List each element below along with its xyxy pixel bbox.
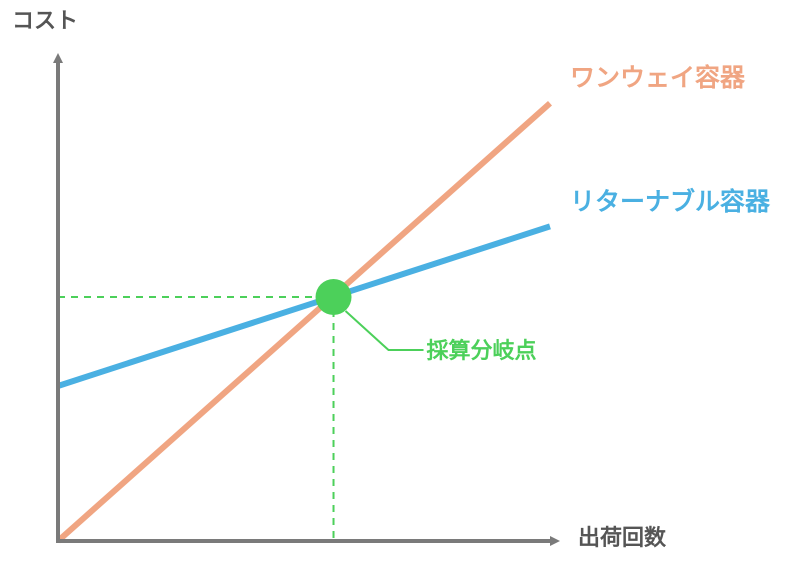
y-axis-label: コスト — [12, 9, 78, 34]
series-line-1 — [57, 223, 551, 389]
series-label-returnable: リターナブル容器 — [570, 187, 771, 216]
series-layer — [56, 100, 552, 544]
series-line-0 — [56, 100, 552, 544]
break-even-point — [315, 279, 352, 316]
x-axis-label: 出荷回数 — [578, 525, 667, 551]
break-even-callout-line — [344, 310, 424, 352]
series-label-oneway: ワンウェイ容器 — [570, 63, 746, 92]
break-even-label: 採算分岐点 — [427, 338, 537, 364]
